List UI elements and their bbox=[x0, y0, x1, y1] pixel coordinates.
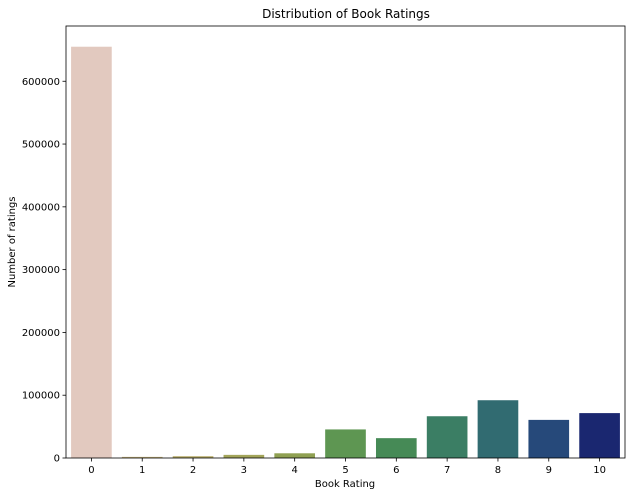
y-tick-label: 500000 bbox=[22, 140, 60, 151]
x-tick-label: 9 bbox=[546, 465, 552, 476]
bar-2 bbox=[172, 456, 214, 458]
x-tick-label: 3 bbox=[241, 465, 247, 476]
bar-6 bbox=[375, 438, 417, 458]
x-axis: 0 1 2 3 4 5 6 7 8 9 10 bbox=[88, 458, 606, 476]
x-tick-label: 1 bbox=[139, 465, 145, 476]
x-tick-label: 8 bbox=[495, 465, 501, 476]
x-tick-label: 2 bbox=[190, 465, 196, 476]
y-tick-label: 200000 bbox=[22, 328, 60, 339]
bar-4 bbox=[274, 453, 316, 458]
bar-7 bbox=[426, 416, 468, 458]
x-axis-label: Book Rating bbox=[315, 479, 375, 490]
y-tick-label: 300000 bbox=[22, 265, 60, 276]
bar-3 bbox=[223, 454, 265, 458]
bar-5 bbox=[325, 429, 366, 458]
y-tick-label: 0 bbox=[54, 454, 60, 465]
y-tick-label: 100000 bbox=[22, 391, 60, 402]
y-axis: 0 100000 200000 300000 400000 500000 600000 bbox=[22, 77, 66, 465]
x-tick-label: 5 bbox=[342, 465, 348, 476]
x-tick-label: 6 bbox=[393, 465, 399, 476]
y-tick-label: 600000 bbox=[22, 77, 60, 88]
y-tick-label: 400000 bbox=[22, 202, 60, 213]
bar-0 bbox=[71, 46, 112, 458]
y-axis-label: Number of ratings bbox=[7, 196, 18, 287]
x-tick-label: 0 bbox=[88, 465, 94, 476]
bar-1 bbox=[121, 456, 163, 458]
bar-10 bbox=[579, 413, 620, 458]
bar-8 bbox=[477, 400, 519, 458]
x-tick-label: 4 bbox=[291, 465, 297, 476]
x-tick-label: 10 bbox=[593, 465, 606, 476]
chart-title: Distribution of Book Ratings bbox=[262, 7, 430, 21]
bar-9 bbox=[528, 419, 570, 458]
bars-group bbox=[71, 46, 620, 458]
x-tick-label: 7 bbox=[444, 465, 450, 476]
plot-frame bbox=[65, 25, 626, 459]
